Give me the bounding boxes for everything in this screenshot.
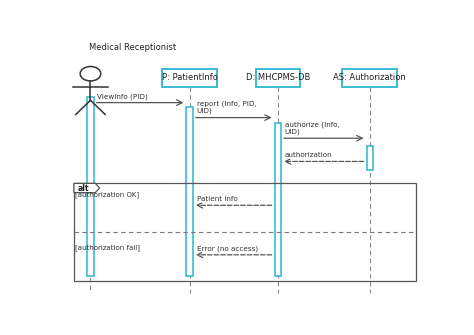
FancyBboxPatch shape xyxy=(256,69,300,87)
Text: [authorization OK]: [authorization OK] xyxy=(75,192,139,198)
Text: alt: alt xyxy=(78,184,89,193)
Text: report (Info, PID,
UID): report (Info, PID, UID) xyxy=(197,100,256,115)
Polygon shape xyxy=(74,183,100,193)
FancyBboxPatch shape xyxy=(162,69,217,87)
Text: D: MHCPMS-DB: D: MHCPMS-DB xyxy=(246,73,310,82)
Text: Patient info: Patient info xyxy=(197,196,237,202)
Text: ViewInfo (PID): ViewInfo (PID) xyxy=(98,93,148,99)
Text: authorize (Info,
UID): authorize (Info, UID) xyxy=(285,121,340,135)
Text: P: PatientInfo: P: PatientInfo xyxy=(162,73,218,82)
FancyBboxPatch shape xyxy=(367,146,373,171)
FancyBboxPatch shape xyxy=(274,123,281,276)
FancyBboxPatch shape xyxy=(343,69,397,87)
Text: Medical Receptionist: Medical Receptionist xyxy=(89,44,176,53)
Text: authorization: authorization xyxy=(285,152,332,158)
Text: AS: Authorization: AS: Authorization xyxy=(333,73,406,82)
Text: [authorization fail]: [authorization fail] xyxy=(75,245,140,251)
FancyBboxPatch shape xyxy=(186,107,193,276)
FancyBboxPatch shape xyxy=(87,97,94,276)
Text: Error (no access): Error (no access) xyxy=(197,245,258,252)
